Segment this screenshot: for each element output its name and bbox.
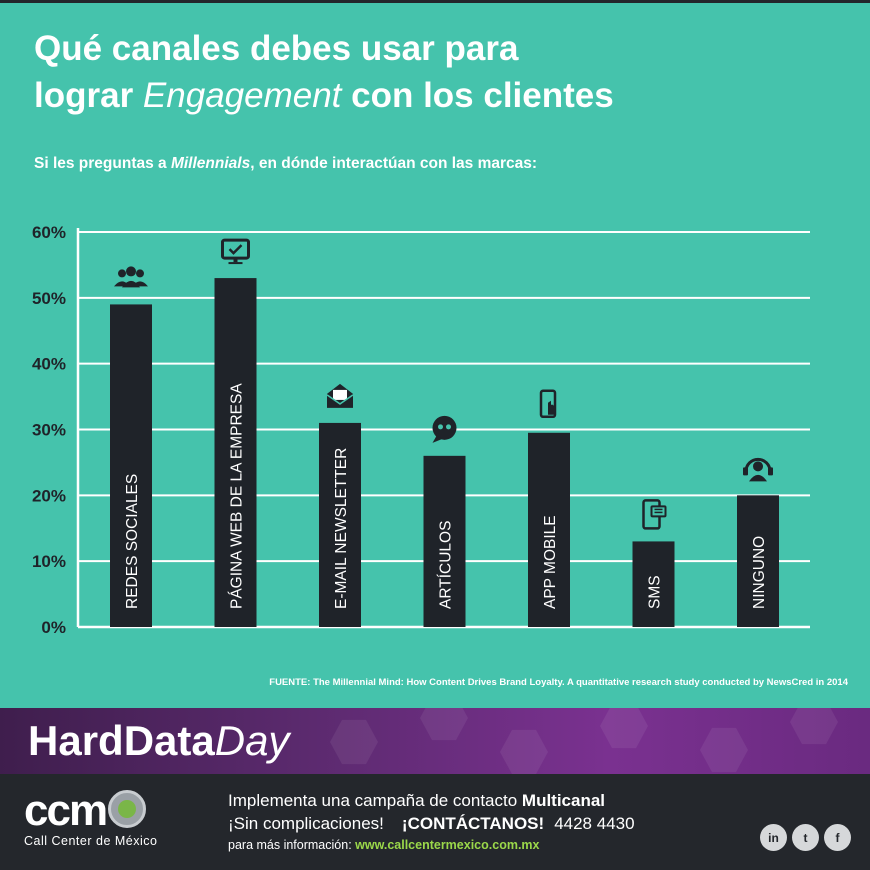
page-title: Qué canales debes usar para lograr Engag… <box>34 25 614 119</box>
category-label: APP MOBILE <box>542 515 559 609</box>
banner-title-italic: Day <box>214 717 290 764</box>
y-tick-label: 20% <box>32 486 66 505</box>
footer: ccm Call Center de México Implementa una… <box>0 774 870 870</box>
ccm-logo-icon <box>108 790 146 828</box>
category-label: ARTÍCULOS <box>438 521 455 609</box>
banner-title: HardDataDay <box>28 718 289 764</box>
bar <box>319 422 361 627</box>
promo-line-1-bold: Multicanal <box>521 791 606 810</box>
title-line-1: Qué canales debes usar para <box>34 29 519 68</box>
mobile-touch-icon <box>539 389 557 419</box>
website-link[interactable]: www.callcentermexico.com.mx <box>355 838 540 852</box>
bar <box>214 278 257 627</box>
subtitle-emphasis: Millennials <box>170 155 251 172</box>
bar <box>737 495 779 627</box>
y-tick-label: 0% <box>41 618 66 637</box>
hex-decoration <box>700 727 748 773</box>
phone-number[interactable]: 4428 4430 <box>554 814 635 833</box>
ccm-logo: ccm <box>24 786 108 835</box>
subtitle-post: , en dónde interactúan con las marcas: <box>250 155 538 172</box>
promo-line-3: para más información: www.callcentermexi… <box>228 838 539 852</box>
y-tick-label: 50% <box>32 289 66 308</box>
hex-decoration <box>600 708 648 749</box>
harddataday-banner: HardDataDay <box>0 708 870 774</box>
promo-line-1: Implementa una campaña de contacto Multi… <box>228 791 605 811</box>
promo-line-3-text: para más información: <box>228 838 356 852</box>
promo-line-2: ¡Sin complicaciones! ¡CONTÁCTANOS! 4428 44… <box>228 814 635 834</box>
source-note: FUENTE: The Millennial Mind: How Content… <box>269 677 848 688</box>
headset-user-icon <box>743 457 773 482</box>
y-tick-label: 40% <box>32 355 66 374</box>
promo-line-2-text: ¡Sin complicaciones! <box>228 814 384 833</box>
hex-decoration <box>790 708 838 745</box>
bar <box>528 432 570 627</box>
quote-bubble-icon <box>432 415 457 443</box>
promo-line-1-text: Implementa una campaña de contacto <box>228 791 522 810</box>
subtitle: Si les preguntas a Millennials, en dónde… <box>34 155 537 173</box>
title-line-2-emphasis: Engagement <box>142 76 342 115</box>
envelope-icon <box>326 383 354 408</box>
bar <box>632 541 675 627</box>
title-line-2-pre: lograr <box>34 76 143 115</box>
category-label: SMS <box>647 575 664 609</box>
bar <box>423 455 466 627</box>
y-tick-label: 10% <box>32 552 66 571</box>
y-tick-label: 60% <box>32 223 66 242</box>
facebook-icon[interactable]: f <box>824 824 851 851</box>
people-icon <box>114 266 148 288</box>
y-tick-label: 30% <box>32 421 66 440</box>
hex-decoration <box>330 719 378 765</box>
sms-phone-icon <box>642 499 667 530</box>
title-line-2-post: con los clientes <box>341 76 614 115</box>
banner-title-bold: HardData <box>28 717 215 764</box>
hex-decoration <box>500 729 548 774</box>
bar-chart: 0% 10% 20% 30% 40% 50% 60% REDES SOCIALES PÁGINA… <box>32 223 810 637</box>
twitter-icon[interactable]: t <box>792 824 819 851</box>
monitor-icon <box>221 238 250 265</box>
subtitle-pre: Si les preguntas a <box>34 155 171 172</box>
linkedin-icon[interactable]: in <box>760 824 787 851</box>
category-label: NINGUNO <box>751 536 768 609</box>
category-label: E-MAIL NEWSLETTER <box>333 448 350 609</box>
logo-subtitle: Call Center de México <box>24 834 158 848</box>
hex-decoration <box>420 708 468 741</box>
category-label: REDES SOCIALES <box>124 474 141 609</box>
bar <box>110 304 152 627</box>
category-label: PÁGINA WEB DE LA EMPRESA <box>229 383 246 609</box>
contact-cta: ¡CONTÁCTANOS! <box>401 814 545 833</box>
